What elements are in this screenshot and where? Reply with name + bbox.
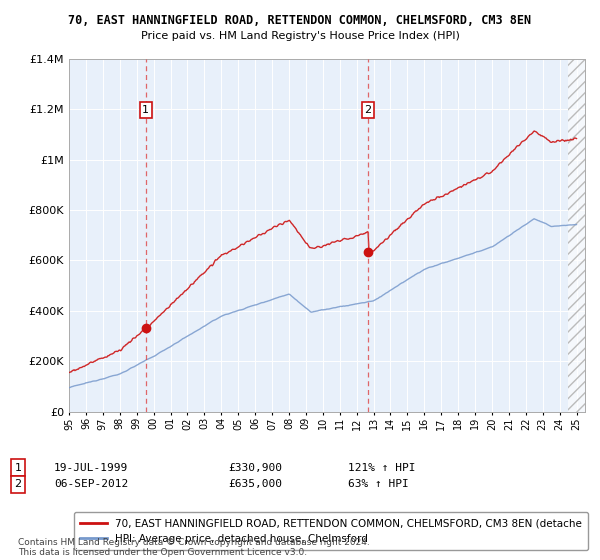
Text: £635,000: £635,000: [228, 479, 282, 489]
Legend: 70, EAST HANNINGFIELD ROAD, RETTENDON COMMON, CHELMSFORD, CM3 8EN (detache, HPI:: 70, EAST HANNINGFIELD ROAD, RETTENDON CO…: [74, 512, 588, 550]
Text: 2: 2: [14, 479, 22, 489]
Text: Contains HM Land Registry data © Crown copyright and database right 2024.
This d: Contains HM Land Registry data © Crown c…: [18, 538, 370, 557]
Text: 63% ↑ HPI: 63% ↑ HPI: [348, 479, 409, 489]
Text: 1: 1: [14, 463, 22, 473]
Text: 1: 1: [142, 105, 149, 115]
Text: 19-JUL-1999: 19-JUL-1999: [54, 463, 128, 473]
Bar: [568, 59, 587, 412]
Text: 70, EAST HANNINGFIELD ROAD, RETTENDON COMMON, CHELMSFORD, CM3 8EN: 70, EAST HANNINGFIELD ROAD, RETTENDON CO…: [68, 14, 532, 27]
Text: £330,900: £330,900: [228, 463, 282, 473]
Bar: [568, 59, 587, 412]
Text: 2: 2: [365, 105, 371, 115]
Text: 06-SEP-2012: 06-SEP-2012: [54, 479, 128, 489]
Text: Price paid vs. HM Land Registry's House Price Index (HPI): Price paid vs. HM Land Registry's House …: [140, 31, 460, 41]
Text: 121% ↑ HPI: 121% ↑ HPI: [348, 463, 415, 473]
